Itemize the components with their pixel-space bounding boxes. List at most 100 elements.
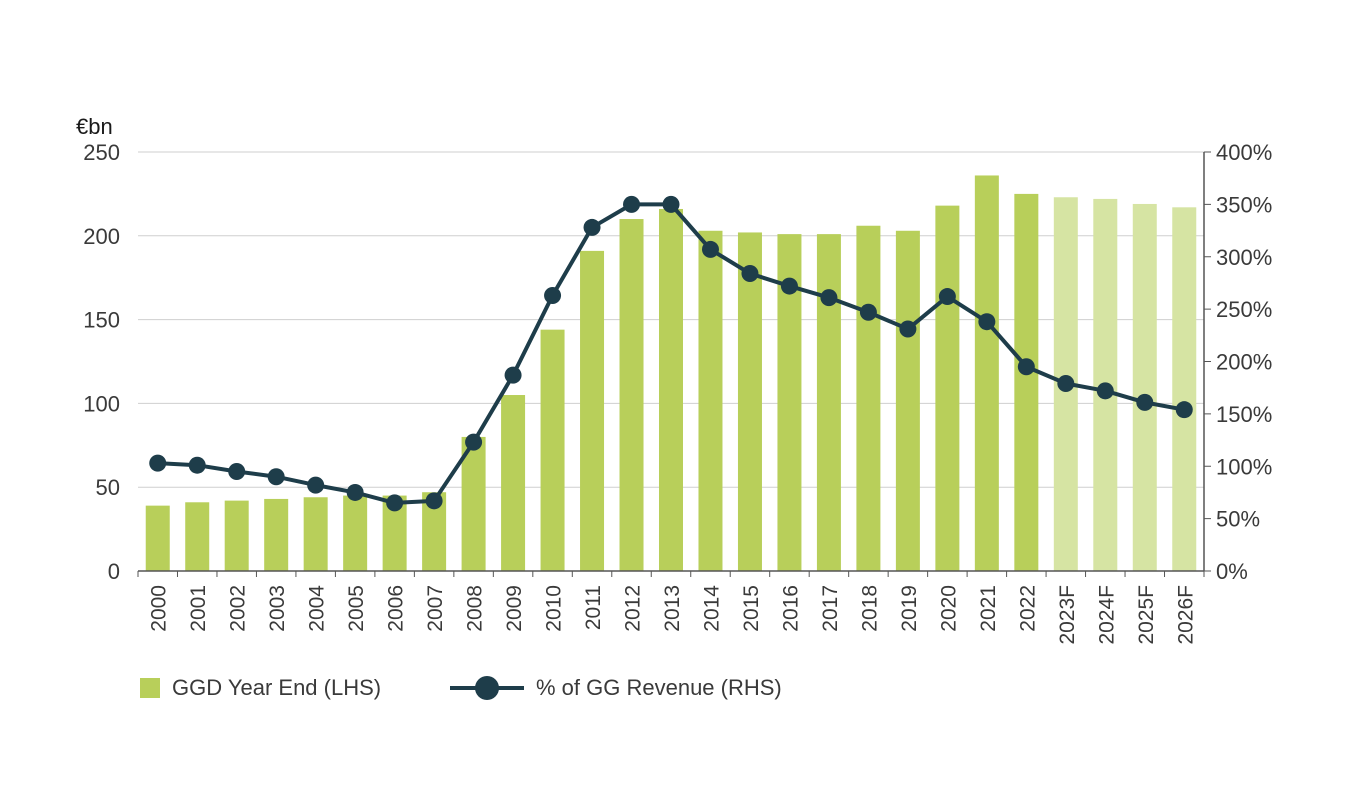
line-point [346, 483, 364, 501]
line-point [623, 195, 641, 213]
bar [659, 208, 683, 571]
bar [224, 500, 249, 571]
x-tick-label: 2018 [858, 585, 881, 632]
line-series [149, 195, 1193, 512]
legend: GGD Year End (LHS) % of GG Revenue (RHS) [140, 675, 782, 700]
left-tick-label: 250 [83, 140, 120, 165]
bar [580, 250, 605, 571]
x-tick-label: 2014 [700, 585, 723, 632]
bar [501, 395, 526, 571]
x-tick-label: 2016 [779, 585, 802, 632]
right-tick-label: 200% [1216, 350, 1272, 375]
x-tick-label: 2003 [266, 585, 289, 632]
legend-swatch-marker [475, 676, 499, 700]
x-tick-label: 2020 [937, 585, 960, 632]
bar [698, 230, 723, 571]
x-tick-label: 2012 [622, 585, 645, 632]
bar [935, 205, 960, 571]
legend-label-bar: GGD Year End (LHS) [172, 675, 381, 700]
x-tick-label: 2024F [1095, 585, 1118, 645]
bar [343, 495, 368, 571]
line-point [1136, 393, 1154, 411]
line-point [1175, 401, 1193, 419]
x-tick-label: 2017 [819, 585, 842, 632]
x-tick-label: 2006 [385, 585, 408, 632]
bar [974, 175, 999, 572]
bar [856, 225, 881, 571]
bar [185, 502, 210, 571]
line-point [386, 494, 404, 512]
line-point [1096, 382, 1114, 400]
line-point [1017, 358, 1035, 376]
right-tick-label: 150% [1216, 402, 1272, 427]
right-tick-label: 100% [1216, 454, 1272, 479]
left-tick-label: 0 [108, 559, 120, 584]
bar [1172, 207, 1197, 572]
right-tick-label: 350% [1216, 192, 1272, 217]
x-tick-label: 2015 [740, 585, 763, 632]
bar [264, 498, 289, 571]
line-point [662, 195, 680, 213]
left-axis-ticks: 0 50 100 150 200 250 [83, 140, 120, 584]
left-axis-unit-label: €bn [76, 114, 113, 139]
line-point [938, 288, 956, 306]
bar [461, 436, 486, 571]
line-point [978, 313, 996, 331]
x-tick-label: 2023F [1056, 585, 1079, 645]
axes [137, 151, 1211, 577]
x-tick-label: 2001 [187, 585, 210, 632]
line-point [425, 492, 443, 510]
line-point [820, 289, 838, 307]
line-point [504, 366, 522, 384]
x-tick-label: 2009 [503, 585, 526, 632]
x-tick-label: 2011 [582, 585, 605, 630]
line-point [465, 433, 483, 451]
x-tick-label: 2002 [227, 585, 250, 632]
bar [145, 505, 170, 571]
x-tick-label: 2021 [977, 585, 1000, 632]
x-tick-label: 2010 [543, 585, 566, 632]
bar [1014, 193, 1039, 571]
bar [816, 234, 841, 571]
legend-swatch-bar [140, 678, 160, 698]
bar [303, 497, 328, 571]
right-axis-ticks: 0% 50% 100% 150% 200% 250% 300% 350% 400% [1216, 140, 1272, 584]
x-tick-label: 2005 [345, 585, 368, 632]
line-point [780, 277, 798, 295]
right-tick-label: 300% [1216, 245, 1272, 270]
line-point [149, 454, 167, 472]
line-point [307, 476, 325, 494]
line-point [1057, 374, 1075, 392]
line-point [701, 240, 719, 258]
bar [540, 329, 565, 571]
x-tick-label: 2007 [424, 585, 447, 632]
x-tick-label: 2004 [306, 585, 329, 632]
right-tick-label: 50% [1216, 507, 1260, 532]
x-tick-label: 2026F [1174, 585, 1197, 645]
bar-series [145, 175, 1197, 572]
left-tick-label: 200 [83, 224, 120, 249]
x-tick-label: 2013 [661, 585, 684, 632]
line-point [583, 218, 601, 236]
right-tick-label: 250% [1216, 297, 1272, 322]
bar [619, 219, 644, 572]
bar [737, 232, 762, 571]
line-point [859, 303, 877, 321]
line-point [741, 265, 759, 283]
legend-label-line: % of GG Revenue (RHS) [536, 675, 782, 700]
bar [1132, 203, 1157, 571]
line-point [228, 462, 246, 480]
x-tick-label: 2000 [148, 585, 171, 632]
bar [895, 230, 920, 571]
line-point [188, 456, 206, 474]
right-tick-label: 400% [1216, 140, 1272, 165]
line-point [899, 320, 917, 338]
right-tick-label: 0% [1216, 559, 1248, 584]
line-point [544, 287, 562, 305]
x-tick-label: 2022 [1016, 585, 1039, 632]
line-point [267, 468, 285, 486]
x-tick-label: 2008 [464, 585, 487, 632]
x-tick-label: 2019 [898, 585, 921, 632]
left-tick-label: 150 [83, 308, 120, 333]
